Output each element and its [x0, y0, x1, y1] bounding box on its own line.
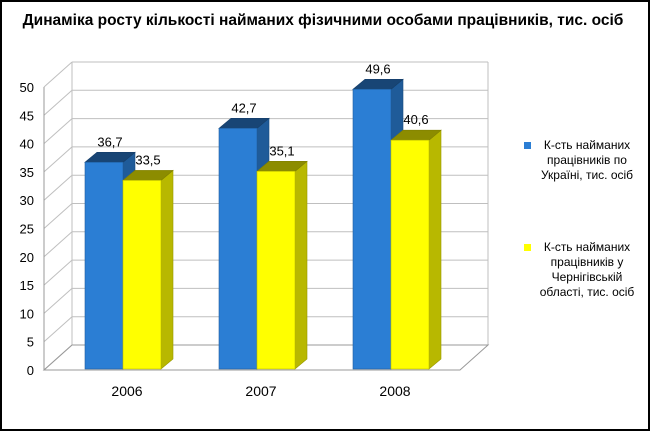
gridline-side — [43, 231, 73, 258]
bar — [218, 128, 258, 370]
gridline-side — [43, 259, 73, 286]
legend-swatch-chernihiv — [524, 244, 531, 251]
y-tick-label: 5 — [27, 335, 34, 350]
bar-side — [428, 129, 442, 370]
x-tick-label: 2007 — [245, 383, 276, 399]
bar-side — [294, 160, 308, 370]
legend-item-ukraine: К-сть найманих працівників по Україні, т… — [524, 138, 637, 183]
bar — [352, 88, 392, 370]
bar — [390, 139, 430, 370]
chart-title: Динаміка росту кількості найманих фізичн… — [22, 12, 624, 29]
floor — [42, 344, 490, 371]
data-label: 49,6 — [365, 61, 390, 76]
y-tick-label: 45 — [20, 108, 34, 123]
y-tick-label: 40 — [20, 137, 34, 152]
y-tick-label: 50 — [20, 80, 34, 95]
x-tick-label: 2008 — [379, 383, 410, 399]
bar — [84, 161, 124, 370]
bar-side — [160, 169, 174, 370]
y-tick-label: 30 — [20, 193, 34, 208]
legend-label-ukraine: К-сть найманих працівників по Україні, т… — [540, 138, 634, 182]
y-tick-label: 10 — [20, 306, 34, 321]
gridline-side — [43, 61, 73, 88]
bar — [122, 180, 162, 370]
data-label: 35,1 — [269, 143, 294, 158]
data-label: 40,6 — [403, 112, 428, 127]
y-tick-label: 25 — [20, 222, 34, 237]
gridline-side — [43, 203, 73, 229]
y-tick-label: 35 — [20, 165, 34, 180]
y-tick-label: 15 — [20, 278, 34, 293]
gridline-side — [43, 288, 73, 314]
gridline-side — [43, 174, 73, 201]
x-tick-label: 2006 — [111, 383, 142, 399]
gridline-side — [43, 89, 73, 116]
y-tick-label: 20 — [20, 250, 34, 265]
gridline-side — [43, 146, 73, 173]
bar — [256, 171, 296, 370]
legend-swatch-ukraine — [524, 142, 531, 149]
data-label: 42,7 — [231, 100, 256, 115]
data-label: 36,7 — [97, 134, 122, 149]
legend-item-chernihiv: К-сть найманих працівників у Чернігівськ… — [524, 240, 637, 300]
gridline-side — [43, 316, 73, 343]
data-label: 33,5 — [135, 152, 160, 167]
legend-label-chernihiv: К-сть найманих працівників у Чернігівськ… — [539, 240, 635, 299]
y-tick-label: 0 — [27, 363, 34, 378]
gridline-side — [43, 118, 73, 144]
